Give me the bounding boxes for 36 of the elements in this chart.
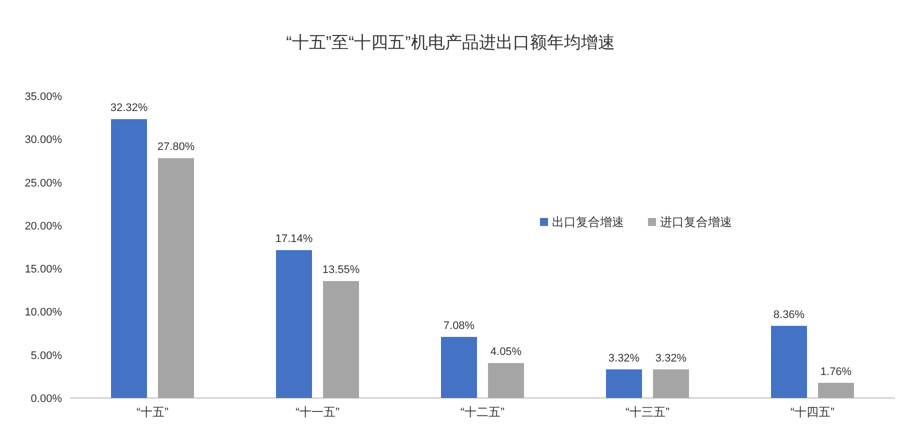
data-label: 4.05% bbox=[490, 346, 522, 358]
data-label: 8.36% bbox=[773, 308, 805, 321]
legend-label: 出口复合增速 bbox=[552, 215, 624, 229]
data-label: 3.32% bbox=[655, 352, 687, 364]
data-label: 32.32% bbox=[110, 102, 148, 114]
x-tick-label: “十五” bbox=[136, 405, 168, 419]
x-tick-label: “十一五” bbox=[296, 405, 340, 419]
bar bbox=[653, 369, 689, 398]
bar bbox=[158, 158, 194, 398]
bar bbox=[111, 119, 147, 398]
bar bbox=[606, 369, 642, 398]
bar bbox=[488, 363, 524, 398]
y-tick-label: 5.00% bbox=[30, 350, 62, 362]
bar bbox=[323, 281, 359, 398]
y-tick-label: 30.00% bbox=[24, 134, 62, 146]
y-tick-label: 15.00% bbox=[24, 264, 62, 276]
data-label: 13.55% bbox=[322, 264, 360, 276]
data-label: 17.14% bbox=[275, 233, 313, 246]
bar bbox=[441, 336, 477, 398]
y-tick-label: 35.00% bbox=[24, 91, 62, 103]
data-label: 27.80% bbox=[157, 141, 195, 154]
y-tick-label: 10.00% bbox=[24, 306, 62, 319]
y-tick-label: 20.00% bbox=[24, 220, 62, 232]
x-tick-label: “十三五” bbox=[626, 405, 670, 419]
bar bbox=[818, 382, 854, 398]
data-label: 3.32% bbox=[608, 352, 640, 364]
y-tick-label: 25.00% bbox=[24, 177, 62, 190]
data-label: 7.08% bbox=[443, 320, 475, 332]
chart-title: “十五”至“十四五”机电产品进出口额年均增速 bbox=[286, 33, 615, 52]
data-label: 1.76% bbox=[820, 366, 852, 378]
x-tick-label: “十四五” bbox=[790, 405, 834, 419]
bar bbox=[771, 326, 807, 398]
legend-label: 进口复合增速 bbox=[660, 215, 732, 229]
x-tick-label: “十二五” bbox=[460, 405, 504, 419]
bar bbox=[276, 250, 312, 398]
y-tick-label: 0.00% bbox=[30, 393, 62, 405]
